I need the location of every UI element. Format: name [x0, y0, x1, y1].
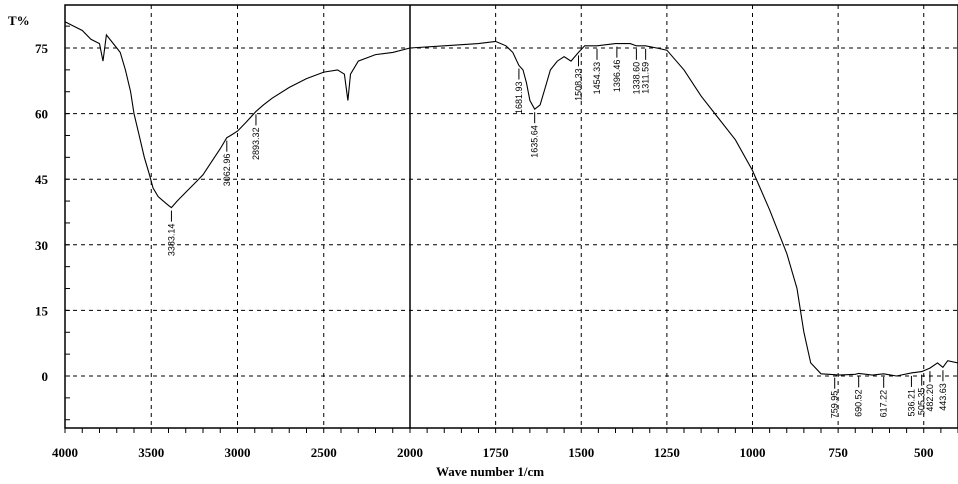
peak-label: 3383.14 [166, 224, 176, 257]
peak-label: 1508.33 [574, 68, 584, 101]
x-tick-label: 2500 [311, 445, 337, 460]
peak-label: 443.63 [938, 383, 948, 411]
peak-label: 759.95 [830, 391, 840, 419]
y-axis-title: T% [8, 13, 30, 28]
x-tick-label: 1250 [654, 445, 680, 460]
y-tick-label: 0 [42, 369, 49, 384]
x-tick-label: 3500 [138, 445, 164, 460]
peak-label: 505.35 [917, 388, 927, 416]
x-tick-label: 2000 [397, 445, 423, 460]
x-tick-label: 1750 [483, 445, 509, 460]
peak-label: 1635.64 [530, 125, 540, 158]
y-tick-label: 45 [35, 172, 49, 187]
y-tick-label: 15 [35, 303, 49, 318]
peak-label: 617.22 [879, 390, 889, 418]
tick-labels: 4000 3500 3000 2500 2000 1750 1500 1250 1000 750 5… [35, 41, 934, 460]
grid [65, 5, 958, 428]
peak-label: 2893.32 [251, 127, 261, 160]
x-tick-label: 4000 [52, 445, 78, 460]
peak-label: 3062.96 [222, 154, 232, 187]
peak-label: 1396.46 [612, 60, 622, 93]
y-tick-label: 60 [35, 107, 48, 122]
peak-label: 690.52 [854, 389, 864, 417]
peak-labels: 3383.14 3062.96 2893.32 1681.93 1635.64 1508.… [166, 46, 948, 419]
x-tick-label: 500 [914, 445, 934, 460]
peak-label: 482.20 [925, 384, 935, 412]
peak-label: 1681.93 [514, 81, 524, 114]
peak-label: 1311.59 [641, 62, 651, 94]
plot-frame [64, 4, 958, 429]
minor-ticks [64, 25, 958, 433]
x-tick-label: 1000 [740, 445, 766, 460]
series-line [64, 21, 958, 377]
y-tick-label: 30 [35, 238, 48, 253]
x-axis-title: Wave number 1/cm [436, 464, 544, 479]
peak-label: 1454.33 [592, 62, 602, 95]
peak-label: 1338.60 [631, 62, 641, 95]
x-tick-label: 1500 [568, 445, 594, 460]
peak-label: 536.21 [906, 389, 916, 417]
x-tick-label: 3000 [225, 445, 251, 460]
y-tick-label: 75 [35, 41, 49, 56]
x-tick-label: 750 [828, 445, 848, 460]
